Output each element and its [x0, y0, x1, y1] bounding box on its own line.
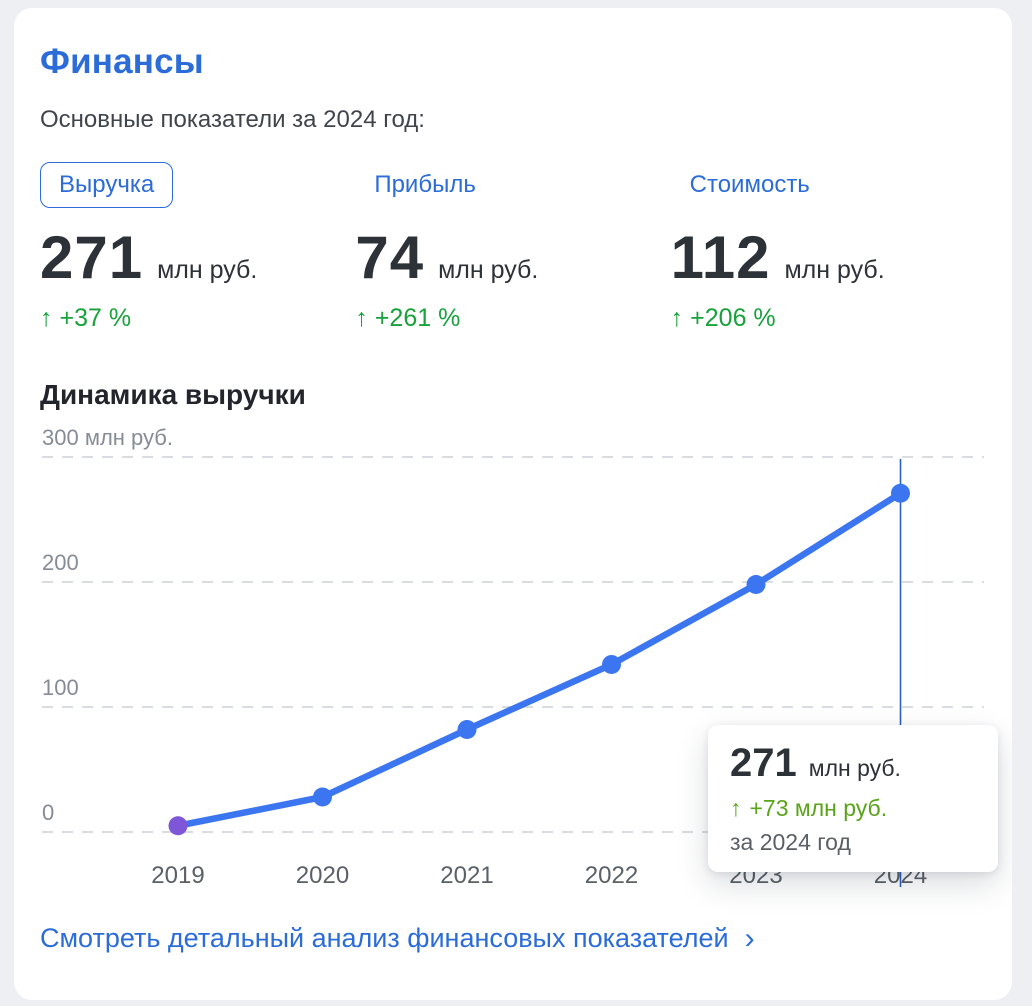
y-axis-label: 0 — [42, 800, 54, 825]
data-point-2020[interactable] — [313, 787, 332, 807]
tab-revenue-label: Выручка — [59, 171, 155, 198]
chart-section-title: Динамика выручки — [40, 379, 306, 410]
tab-valuation[interactable]: Стоимость — [671, 162, 829, 208]
tooltip-period: за 2024 год — [730, 829, 851, 855]
growth-value: +261 % — [374, 304, 461, 332]
x-axis-label: 2022 — [585, 862, 638, 889]
revenue-chart-area: 0 100 200 300 млн руб. 2019 2020 2021 2022 2023 2… — [40, 427, 998, 897]
tab-valuation-label: Стоимость — [689, 171, 810, 198]
metric-valuation: Стоимость 112 млн руб. ↑ +206 % — [671, 162, 986, 333]
metric-unit: млн руб. — [157, 256, 258, 284]
y-axis-label: 100 — [42, 675, 79, 700]
metric-profit-value: 74 млн руб. — [355, 228, 670, 288]
metrics-row: Выручка 271 млн руб. ↑ +37 % Прибыль 74 … — [40, 162, 986, 333]
growth-badge: ↑ +261 % — [355, 304, 670, 333]
tab-revenue[interactable]: Выручка — [40, 162, 174, 208]
growth-badge: ↑ +206 % — [671, 304, 986, 333]
up-arrow-icon: ↑ — [355, 304, 368, 332]
metric-value: 112 — [670, 224, 771, 291]
metric-revenue: Выручка 271 млн руб. ↑ +37 % — [40, 162, 355, 333]
tooltip-value: 271 — [730, 741, 797, 785]
y-axis-label: 300 млн руб. — [42, 427, 173, 450]
chart-tooltip: 271 млн руб. ↑ +73 млн руб. за 2024 год — [708, 725, 998, 872]
y-axis-label: 200 — [42, 550, 79, 575]
tooltip-value-row: 271 млн руб. — [730, 743, 976, 783]
tooltip-delta-value: +73 млн руб. — [749, 795, 888, 821]
subtitle: Основные показатели за 2024 год: — [40, 106, 425, 133]
x-axis-label: 2020 — [296, 862, 349, 889]
metric-profit: Прибыль 74 млн руб. ↑ +261 % — [355, 162, 670, 333]
page-title: Финансы — [40, 42, 204, 81]
detailed-analysis-label: Смотреть детальный анализ финансовых пок… — [40, 923, 729, 953]
growth-value: +206 % — [690, 304, 776, 332]
tooltip-delta: ↑ +73 млн руб. — [730, 795, 976, 822]
up-arrow-icon: ↑ — [730, 795, 742, 821]
data-point-2023[interactable] — [746, 575, 766, 594]
tab-profit-label: Прибыль — [374, 171, 476, 198]
metric-value: 74 — [355, 224, 425, 291]
finance-card: Финансы Основные показатели за 2024 год:… — [14, 8, 1012, 1000]
tooltip-unit: млн руб. — [808, 755, 901, 781]
metric-valuation-value: 112 млн руб. — [671, 228, 986, 288]
x-axis-label: 2021 — [440, 862, 493, 889]
detailed-analysis-link[interactable]: Смотреть детальный анализ финансовых пок… — [40, 923, 755, 954]
metric-revenue-value: 271 млн руб. — [40, 228, 355, 288]
chevron-right-icon: › — [744, 921, 755, 955]
data-point-2021[interactable] — [457, 720, 477, 739]
metric-unit: млн руб. — [438, 256, 539, 284]
metric-value: 271 — [40, 224, 144, 291]
tab-profit[interactable]: Прибыль — [355, 162, 495, 208]
up-arrow-icon: ↑ — [40, 304, 53, 332]
up-arrow-icon: ↑ — [670, 304, 684, 332]
growth-badge: ↑ +37 % — [40, 304, 355, 333]
growth-value: +37 % — [59, 304, 132, 332]
x-axis-label: 2019 — [151, 862, 204, 889]
data-point-2019[interactable] — [168, 816, 188, 836]
data-point-2024[interactable] — [891, 483, 910, 503]
metric-unit: млн руб. — [784, 256, 885, 284]
revenue-line — [174, 490, 904, 829]
data-point-2022[interactable] — [602, 655, 621, 674]
